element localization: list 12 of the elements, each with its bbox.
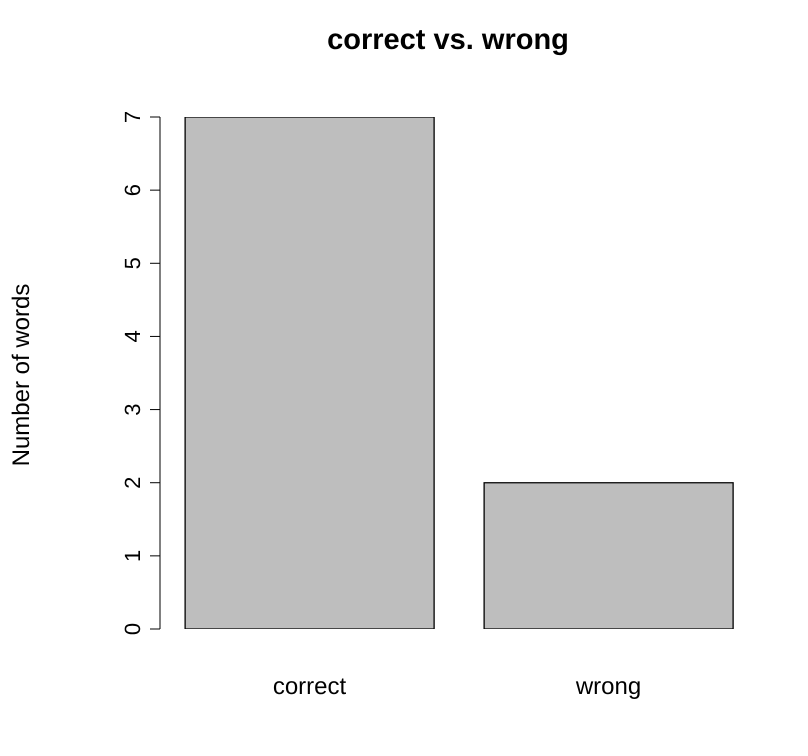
- y-tick-label: 7: [120, 110, 145, 124]
- chart-title: correct vs. wrong: [326, 24, 570, 57]
- y-tick-label: 4: [120, 330, 145, 343]
- y-tick-label: 5: [120, 257, 145, 270]
- y-tick-label: 2: [120, 476, 145, 489]
- y-tick-label: 0: [120, 622, 145, 636]
- x-tick-label: correct: [272, 673, 346, 700]
- y-axis-title: Number of words: [8, 284, 35, 466]
- y-tick-label: 6: [120, 184, 145, 196]
- x-tick-label: wrong: [574, 673, 642, 700]
- y-tick-label: 1: [120, 550, 145, 562]
- y-tick-label: 3: [120, 403, 145, 416]
